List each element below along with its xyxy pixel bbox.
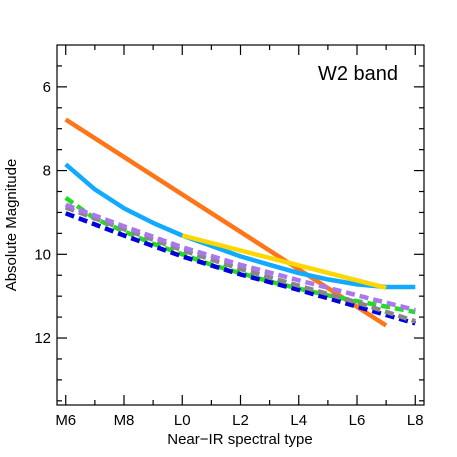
x-tick-label: M8 [114,412,135,429]
series-layer [64,117,416,328]
series-line-1 [64,162,416,290]
x-tick-label: L4 [290,412,307,429]
x-tick-label: M6 [55,412,76,429]
x-tick-label: L0 [174,412,191,429]
series-line-2 [181,233,387,290]
panel-title: W2 band [318,63,398,85]
x-axis-label: Near−IR spectral type [167,431,312,448]
y-tick-label: 6 [43,79,51,96]
labels-layer: M6 M8 L0 L2 L4 L6 L8 6 8 10 12 [34,79,423,429]
y-tick-label: 8 [43,163,51,180]
series-line-5 [64,205,416,324]
ticks-layer [57,45,424,405]
x-tick-label: L2 [232,412,249,429]
x-tick-label: L8 [407,412,424,429]
y-tick-label: 10 [34,246,51,263]
series-line-3 [64,195,416,315]
series-line-4 [64,211,416,326]
plot-frame [56,44,425,406]
y-tick-label: 12 [34,330,51,347]
x-tick-label: L6 [349,412,366,429]
y-axis-label: Absolute Magnitude [3,159,20,292]
series-line-6 [64,202,416,313]
